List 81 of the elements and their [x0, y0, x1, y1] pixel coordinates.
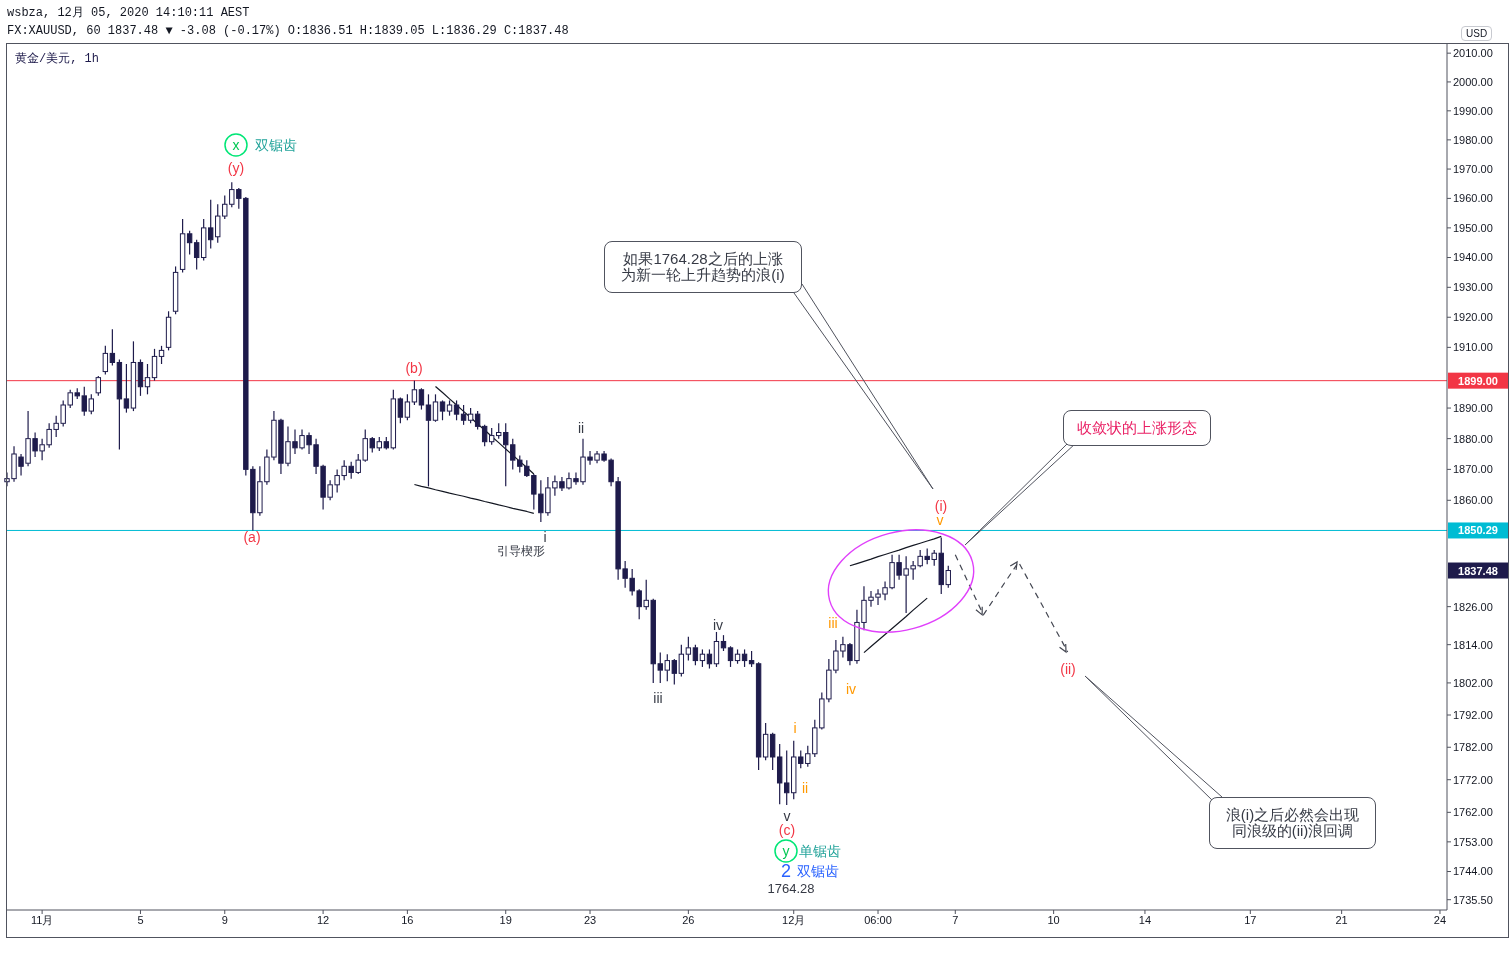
y-tick-label: 2000.00 — [1453, 75, 1493, 88]
y-tick-label: 1970.00 — [1453, 162, 1493, 175]
y-tick-label: 1802.00 — [1453, 676, 1493, 689]
annotation: 2 — [780, 861, 792, 881]
y-tick-label: 1744.00 — [1453, 865, 1493, 878]
y-tick-label: 1940.00 — [1453, 251, 1493, 264]
y-tick-label: 1890.00 — [1453, 401, 1493, 414]
y-tick-label: 2010.00 — [1453, 47, 1493, 60]
annotation: 双锯齿 — [255, 137, 297, 153]
callout-box: 浪(i)之后必然会出现同浪级的(ii)浪回调 — [1209, 797, 1376, 849]
x-tick-label: 5 — [137, 913, 144, 926]
annotation: (ii) — [1060, 661, 1076, 677]
annotation: x — [232, 137, 240, 153]
y-tick-label: 1826.00 — [1453, 600, 1493, 613]
y-tick-label: 1814.00 — [1453, 638, 1493, 651]
y-tick-label: 1860.00 — [1453, 494, 1493, 507]
y-tick-label: 1880.00 — [1453, 432, 1493, 445]
x-tick-label: 7 — [952, 913, 959, 926]
y-tick-label: 1910.00 — [1453, 341, 1493, 354]
y-tick-label: 1950.00 — [1453, 221, 1493, 234]
annotation: iv — [845, 681, 857, 697]
y-tick-label: 1762.00 — [1453, 806, 1493, 819]
y-tick-label: 1990.00 — [1453, 104, 1493, 117]
annotation: (i) — [934, 498, 948, 514]
x-tick-label: 21 — [1335, 913, 1348, 926]
chart-title: wsbza, 12月 05, 2020 14:10:11 AEST — [7, 6, 250, 21]
annotation: v — [783, 808, 791, 824]
y-tick-label: 1960.00 — [1453, 192, 1493, 205]
y-tick-label: 1772.00 — [1453, 773, 1493, 786]
y-tick-label: 1753.00 — [1453, 835, 1493, 848]
annotation: i — [543, 529, 547, 545]
annotation: (y) — [227, 160, 245, 176]
annotation: (b) — [405, 360, 423, 376]
annotation: 双锯齿 — [797, 863, 839, 879]
ref-line-label: 1899.00 — [1458, 374, 1498, 387]
x-tick-label: 06:00 — [864, 913, 892, 926]
y-tick-label: 1980.00 — [1453, 133, 1493, 146]
line-series — [863, 597, 928, 654]
annotation: y — [782, 843, 790, 859]
annotation: 收敛状的上涨形态 — [1077, 419, 1197, 436]
x-tick-label: 23 — [583, 913, 597, 926]
annotation: iii — [653, 690, 663, 706]
x-tick-label: 14 — [1138, 913, 1152, 926]
x-tick-label: 16 — [401, 913, 414, 926]
annotation: i — [793, 720, 797, 736]
line-series — [954, 554, 1069, 653]
x-tick-label: 24 — [1433, 913, 1447, 926]
y-tick-label: 1930.00 — [1453, 281, 1493, 294]
text: 黄金/美元, 1h — [15, 52, 100, 67]
y-tick-label: 1870.00 — [1453, 463, 1493, 476]
y-axis-title: USD — [1461, 26, 1493, 41]
x-tick-label: 11月 — [30, 913, 54, 926]
annotation: 1764.28 — [767, 880, 815, 896]
line-series — [413, 483, 535, 514]
x-tick-label: 12 — [316, 913, 330, 926]
annotation: (c) — [778, 822, 796, 838]
x-tick-label: 17 — [1244, 913, 1257, 926]
annotation: ii — [577, 420, 585, 436]
y-tick-label: 1782.00 — [1453, 741, 1493, 754]
x-tick-label: 9 — [221, 913, 228, 926]
chart-subtitle: FX:XAUUSD, 60 1837.48 ▼ -3.08 (-0.17%) O:1836.51 H:1839.05 L:1836.29 C:1837.48 — [7, 24, 569, 39]
x-tick-label: 26 — [682, 913, 695, 926]
annotation: 如果1764.28之后的上涨为新一轮上升趋势的浪(i) — [621, 250, 785, 283]
callout-box: 如果1764.28之后的上涨为新一轮上升趋势的浪(i) — [604, 241, 802, 293]
line-series — [849, 535, 942, 567]
x-tick-label: 19 — [499, 913, 512, 926]
annotation: iv — [712, 617, 724, 633]
annotation: 浪(i)之后必然会出现同浪级的(ii)浪回调 — [1225, 806, 1360, 839]
x-tick-label: 10 — [1047, 913, 1060, 926]
annotation: 单锯齿 — [799, 843, 841, 859]
annotation: (a) — [243, 529, 261, 545]
annotation: ii — [801, 780, 809, 796]
ref-line-label: 1850.29 — [1458, 524, 1498, 537]
annotation: 引导楔形 — [497, 544, 545, 558]
annotation: iii — [828, 615, 838, 631]
text: 1837.48 — [1458, 564, 1498, 577]
y-tick-label: 1792.00 — [1453, 708, 1493, 721]
x-tick-label: 12月 — [782, 913, 806, 926]
y-tick-label: 1735.50 — [1453, 893, 1493, 906]
y-tick-label: 1920.00 — [1453, 311, 1493, 324]
callout-box: 收敛状的上涨形态 — [1063, 410, 1211, 446]
